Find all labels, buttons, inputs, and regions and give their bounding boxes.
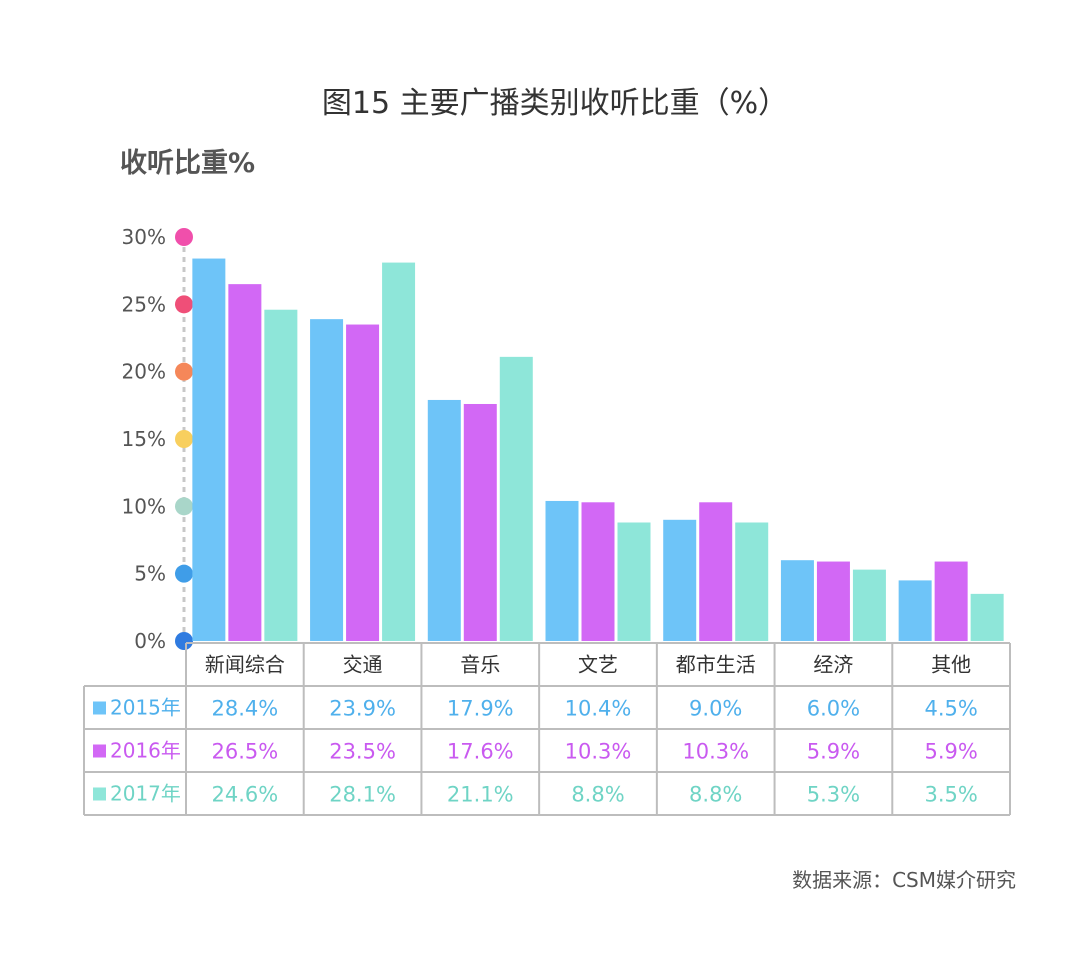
chart-title: 图15 主要广播类别收听比重（%） [322, 86, 788, 121]
data-label: 10.3% [682, 740, 749, 764]
y-axis-label: 收听比重% [120, 148, 255, 179]
bar [581, 502, 615, 641]
bar [499, 356, 533, 641]
data-label: 23.5% [329, 740, 396, 764]
category-label: 新闻综合 [205, 653, 285, 677]
y-tick-dot [175, 564, 193, 583]
bar [617, 522, 651, 641]
legend-swatch [93, 787, 106, 801]
bar [463, 403, 497, 641]
bar [934, 561, 968, 641]
y-tick-dot [175, 632, 193, 650]
bars [192, 258, 1004, 641]
data-label: 5.9% [924, 740, 977, 764]
data-label: 9.0% [689, 697, 742, 721]
bar [898, 580, 932, 641]
data-label: 17.9% [447, 697, 514, 721]
data-label: 17.6% [447, 740, 514, 764]
data-label: 28.4% [211, 697, 278, 721]
data-label: 4.5% [924, 697, 977, 721]
data-table: 新闻综合 交通 音乐 文艺 都市生活 经济 其他 2015年 28.4% 23.9% 17.9% 10… [83, 642, 1011, 816]
category-label: 音乐 [460, 653, 500, 677]
bar [264, 309, 298, 641]
legend-swatch [93, 701, 106, 715]
category-label: 都市生活 [676, 653, 756, 677]
data-label: 26.5% [211, 740, 278, 764]
y-tick-label: 15% [122, 427, 166, 451]
bar [192, 258, 226, 641]
data-label: 8.8% [689, 783, 742, 807]
data-label: 28.1% [329, 783, 396, 807]
bar [699, 502, 733, 641]
bar [228, 284, 262, 641]
bar [427, 399, 461, 641]
data-label: 8.8% [571, 783, 624, 807]
data-label: 24.6% [211, 783, 278, 807]
y-tick-label: 0% [134, 629, 166, 653]
legend-label: 2017年 [110, 782, 181, 806]
source-note: 数据来源：CSM媒介研究 [792, 868, 1016, 892]
bar [735, 522, 769, 641]
y-tick-dot [175, 430, 193, 448]
legend-label: 2015年 [110, 696, 181, 720]
bar [780, 560, 814, 641]
y-tick-dot [175, 228, 193, 246]
bar [346, 324, 380, 641]
data-label: 10.4% [565, 697, 632, 721]
legend-swatch [93, 744, 106, 758]
bar [545, 500, 579, 641]
bar [663, 519, 697, 641]
data-label: 6.0% [807, 697, 860, 721]
data-label: 5.3% [807, 783, 860, 807]
data-label: 3.5% [924, 783, 977, 807]
data-label: 5.9% [807, 740, 860, 764]
category-label: 文艺 [578, 653, 618, 677]
category-label: 其他 [931, 653, 971, 677]
bar [816, 561, 850, 641]
category-label: 经济 [813, 653, 853, 677]
y-tick-label: 10% [122, 494, 166, 518]
category-label: 交通 [343, 653, 383, 677]
data-label: 23.9% [329, 697, 396, 721]
y-tick-dot [175, 295, 193, 314]
bar [970, 593, 1004, 641]
bar [382, 262, 416, 641]
y-tick-label: 20% [122, 360, 166, 384]
y-axis: 0% 5% 10% 15% 20% 25% 30% [122, 225, 193, 653]
data-label: 10.3% [565, 740, 632, 764]
y-tick-label: 5% [134, 562, 166, 586]
legend-label: 2016年 [110, 739, 181, 763]
data-label: 21.1% [447, 783, 514, 807]
bar [852, 569, 886, 641]
y-tick-label: 25% [122, 292, 166, 316]
bar [310, 319, 344, 641]
y-tick-dot [175, 362, 193, 381]
y-tick-label: 30% [122, 225, 166, 249]
y-tick-dot [175, 497, 193, 516]
